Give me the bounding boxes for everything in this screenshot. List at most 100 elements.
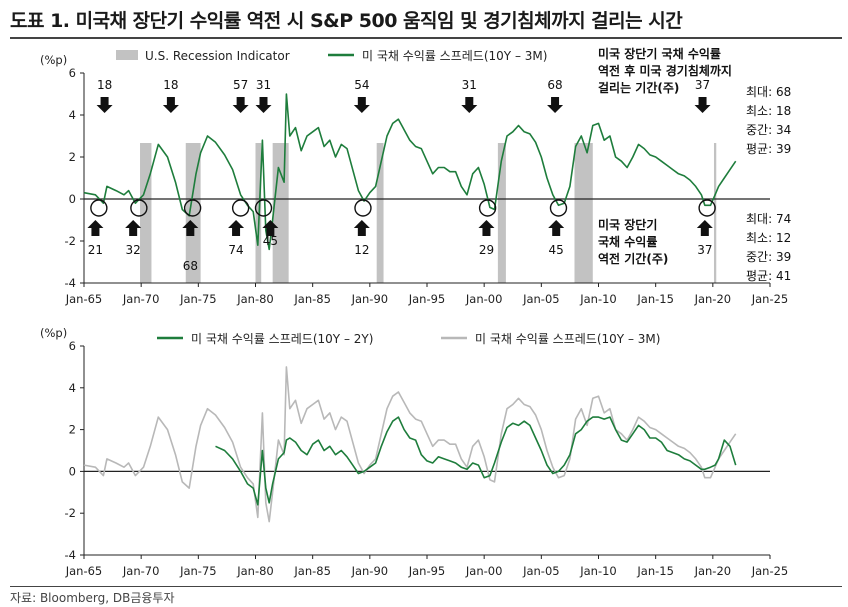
chart1-recession-bar-2	[185, 143, 201, 283]
chart1-ytick-label-1: 6	[69, 66, 76, 80]
chart1-top-arrow-label-8: 37	[695, 78, 710, 92]
chart1-bottom-arrow-9	[696, 220, 713, 236]
chart1-box2-title-line-3: 역전 기간(주)	[598, 251, 668, 266]
chart1-xtick-label-5: Jan-85	[293, 292, 331, 306]
chart2-ytick-label-4: 0	[69, 464, 76, 478]
chart1-bottom-arrow-label-1: 21	[88, 243, 103, 257]
chart1-top-arrow-1	[96, 97, 113, 113]
chart1-inversion-circle-8	[549, 199, 568, 217]
chart2-ytick-label-3: 2	[69, 423, 76, 437]
chart1-xtick-label-1: Jan-65	[65, 292, 103, 306]
chart2-xtick-label-5: Jan-85	[293, 564, 331, 578]
chart1-xtick-label-3: Jan-75	[179, 292, 217, 306]
chart1-xtick-label-9: Jan-05	[522, 292, 560, 306]
chart1-box1-stat-4: 평균: 39	[746, 142, 791, 156]
chart1-inversion-circle-9	[698, 199, 716, 217]
chart2-xtick-label-2: Jan-70	[122, 564, 160, 578]
chart1-box2-title-line-2: 국채 수익률	[598, 234, 657, 249]
chart1-top-arrow-2	[162, 97, 179, 113]
chart1-ytick-label-4: 0	[69, 192, 76, 206]
chart1-top-arrow-label-2: 18	[163, 78, 178, 92]
chart2-xtick-label-1: Jan-65	[65, 564, 103, 578]
chart1-bottom-arrow-6	[353, 220, 370, 236]
chart1-xtick-label-11: Jan-15	[636, 292, 674, 306]
chart1-bottom-arrow-label-3: 68	[183, 259, 198, 273]
chart2-xtick-label-6: Jan-90	[351, 564, 389, 578]
chart2-ytick-label-5: -2	[65, 506, 76, 520]
chart2-xtick-label-7: Jan-95	[408, 564, 446, 578]
chart1-xtick-label-13: Jan-25	[751, 292, 789, 306]
chart2-xtick-label-4: Jan-80	[236, 564, 274, 578]
chart1-bottom-arrow-7	[478, 220, 495, 236]
chart2-ytick-label-6: -4	[65, 548, 76, 562]
chart1-inversion-circle-3	[183, 199, 202, 217]
chart1-xtick-label-7: Jan-95	[408, 292, 446, 306]
chart1-top-arrow-label-5: 54	[354, 78, 369, 92]
chart2-xtick-label-8: Jan-00	[465, 564, 503, 578]
chart1-bottom-arrow-label-4: 74	[228, 243, 243, 257]
chart1-xtick-label-10: Jan-10	[579, 292, 617, 306]
chart1-bottom-arrow-8	[548, 220, 565, 236]
chart1-inversion-circle-7	[478, 199, 497, 217]
chart1-ytick-label-5: -2	[65, 234, 76, 248]
chart2-series-line-2	[83, 366, 737, 523]
chart1-box1-stat-2: 최소: 18	[746, 104, 791, 118]
chart1-recession-bar-7	[574, 143, 593, 283]
chart2-xtick-label-12: Jan-20	[694, 564, 732, 578]
chart1-bottom-arrow-label-5: 45	[263, 234, 278, 248]
chart2-xtick-label-3: Jan-75	[179, 564, 217, 578]
chart1-box1-title-line-1: 미국 장단기 국채 수익률	[598, 46, 721, 61]
chart2-ytick-label-1: 6	[69, 339, 76, 353]
chart1-series-line-1	[83, 93, 737, 251]
chart1-bottom-arrow-label-7: 29	[479, 243, 494, 257]
source-note: 자료: Bloomberg, DB금융투자	[10, 591, 175, 605]
chart2-series-line-1	[215, 416, 737, 506]
chart1-xtick-label-4: Jan-80	[236, 292, 274, 306]
chart1-top-arrow-3	[232, 97, 249, 113]
chart1-inversion-circle-6	[354, 199, 372, 217]
chart1-inversion-circle-2	[130, 199, 148, 217]
chart2-ytick-label-2: 4	[69, 381, 76, 395]
chart1-bottom-arrow-5	[262, 220, 279, 236]
chart1-top-arrow-label-3: 57	[233, 78, 248, 92]
chart1-top-arrow-label-4: 31	[256, 78, 271, 92]
chart1-ytick-label-6: -4	[65, 276, 76, 290]
chart1-legend-recession-label: U.S. Recession Indicator	[145, 49, 290, 63]
chart1-top-arrow-8	[694, 97, 711, 113]
chart1-top-arrow-7	[547, 97, 564, 113]
chart1-box2-stat-1: 최대: 74	[746, 212, 791, 226]
title-divider	[10, 37, 842, 39]
chart1-recession-bar-6	[497, 143, 506, 283]
page-title: 도표 1. 미국채 장단기 수익률 역전 시 S&P 500 움직임 및 경기침…	[10, 10, 683, 32]
chart2-xtick-label-9: Jan-05	[522, 564, 560, 578]
chart1-bottom-arrow-label-8: 45	[549, 243, 564, 257]
chart1-bottom-arrow-label-2: 32	[126, 243, 141, 257]
chart1-top-arrow-6	[461, 97, 478, 113]
chart2-xtick-label-10: Jan-10	[579, 564, 617, 578]
chart1-y-unit-label: (%p)	[40, 53, 67, 67]
chart1-box1-title-line-2: 역전 후 미국 경기침체까지	[598, 63, 732, 78]
chart1-box1-stat-3: 중간: 34	[746, 123, 791, 137]
chart1-recession-bar-3	[255, 143, 262, 283]
chart1-inversion-circle-5	[254, 199, 273, 217]
chart2-legend-2y-label: 미 국채 수익률 스프레드(10Y – 2Y)	[191, 332, 373, 346]
chart1-xtick-label-12: Jan-20	[694, 292, 732, 306]
chart1-bottom-arrow-label-9: 37	[697, 243, 712, 257]
chart2-xtick-label-13: Jan-25	[751, 564, 789, 578]
chart2-y-unit-label: (%p)	[40, 326, 67, 340]
chart1-inversion-circle-4	[231, 199, 250, 217]
chart1-legend-spread-label: 미 국채 수익률 스프레드(10Y – 3M)	[362, 49, 547, 63]
chart1-bottom-arrow-4	[228, 220, 245, 236]
chart1-recession-bar-5	[376, 143, 384, 283]
chart1-top-arrow-5	[353, 97, 370, 113]
chart1-box2-title-line-1: 미국 장단기	[598, 217, 657, 232]
chart1-bottom-arrow-2	[125, 220, 142, 236]
chart1-bottom-arrow-1	[87, 220, 104, 236]
chart2-legend-3m-label: 미 국채 수익률 스프레드(10Y – 3M)	[475, 332, 660, 346]
chart1-bottom-arrow-3	[182, 220, 199, 236]
chart1-box1-title-line-3: 걸리는 기간(주)	[598, 80, 679, 95]
chart1-top-arrow-label-1: 18	[97, 78, 112, 92]
chart1-ytick-label-3: 2	[69, 150, 76, 164]
chart1-recession-bar-4	[272, 143, 289, 283]
